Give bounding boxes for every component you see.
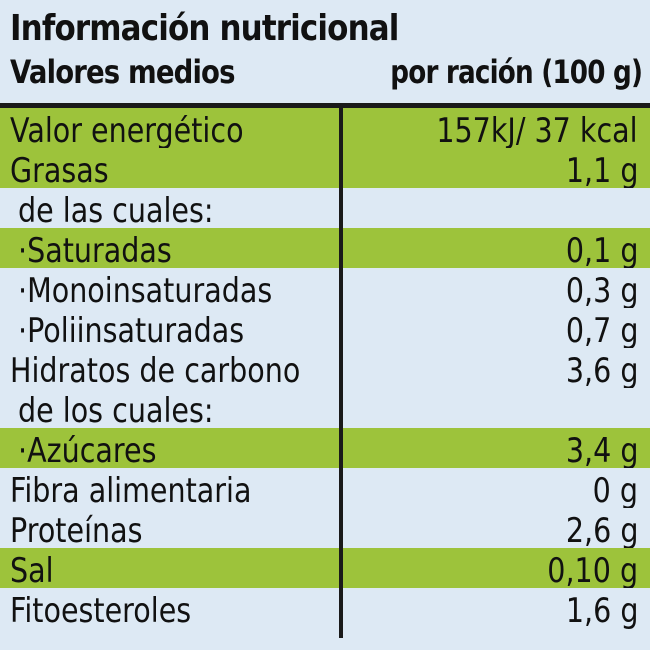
nutrient-value: 3,4 g [565, 431, 638, 471]
nutrient-name: Valor energético [10, 111, 244, 151]
nutrient-row: ·Poliinsaturadas 0,7 g [0, 308, 650, 351]
nutrient-value: 1,1 g [565, 151, 638, 191]
nutrient-row: Hidratos de carbono 3,6 g [0, 348, 650, 391]
nutrient-row: Fitoesteroles 1,6 g [0, 588, 650, 631]
column-divider [339, 108, 343, 638]
nutrient-row: Proteínas 2,6 g [0, 508, 650, 551]
nutrient-value: 0,7 g [565, 311, 638, 351]
nutrient-name: Grasas [10, 151, 109, 191]
nutrition-table: Valor energético 157kJ/ 37 kcal Grasas 1… [0, 108, 650, 631]
nutrient-name: Fibra alimentaria [10, 471, 252, 511]
nutrient-name: Hidratos de carbono [10, 351, 301, 391]
nutrient-name: Proteínas [10, 511, 143, 551]
nutrient-row: Sal 0,10 g [0, 548, 650, 591]
serving-size: por ración (100 g) [390, 53, 643, 91]
nutrient-row: Fibra alimentaria 0 g [0, 468, 650, 511]
nutrition-subtitle: Valores medios [10, 53, 235, 91]
nutrient-value: 0,3 g [565, 271, 638, 311]
nutrient-value: 2,6 g [565, 511, 638, 551]
nutrient-name: de las cuales: [18, 191, 214, 231]
nutrient-name: de los cuales: [18, 391, 214, 431]
nutrient-name: ·Monoinsaturadas [18, 271, 273, 311]
nutrient-row: ·Saturadas 0,1 g [0, 228, 650, 271]
nutrient-row: ·Monoinsaturadas 0,3 g [0, 268, 650, 311]
nutrient-name: ·Poliinsaturadas [18, 311, 245, 351]
nutrient-value: 0 g [592, 471, 638, 511]
nutrient-value: 157kJ/ 37 kcal [436, 111, 638, 151]
nutrition-title: Información nutricional [10, 8, 399, 49]
nutrient-row: de los cuales: [0, 388, 650, 431]
nutrient-value: 3,6 g [565, 351, 638, 391]
header-divider [0, 103, 650, 108]
nutrient-value: 0,1 g [565, 231, 638, 271]
nutrient-name: ·Azúcares [18, 431, 157, 471]
nutrient-row: Grasas 1,1 g [0, 148, 650, 191]
nutrient-name: Fitoesteroles [10, 591, 192, 631]
nutrient-name: ·Saturadas [18, 231, 172, 271]
nutrient-row: ·Azúcares 3,4 g [0, 428, 650, 471]
nutrition-header: Información nutricional Valores medios p… [0, 0, 650, 103]
nutrient-row: Valor energético 157kJ/ 37 kcal [0, 108, 650, 151]
nutrient-value: 1,6 g [565, 591, 638, 631]
nutrient-row: de las cuales: [0, 188, 650, 231]
nutrient-value: 0,10 g [547, 551, 638, 591]
bottom-margin [0, 640, 650, 650]
nutrient-name: Sal [10, 551, 54, 591]
